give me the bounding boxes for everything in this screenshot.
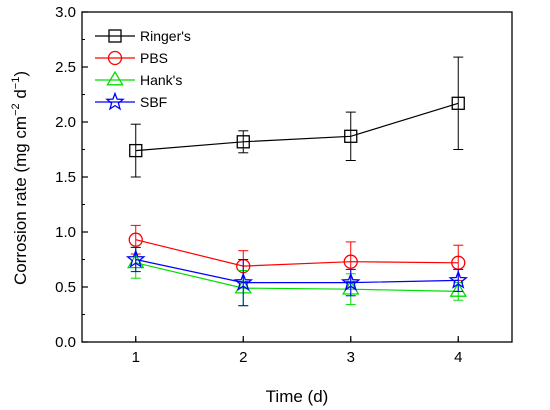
y-tick-label: 2.0 [55,114,76,131]
x-tick-label: 3 [347,349,355,366]
y-tick-label: 3.0 [55,4,76,21]
series-sbf [125,246,469,307]
series-line [135,239,459,267]
y-tick-label: 2.5 [55,59,76,76]
x-tick-label: 1 [132,349,140,366]
legend-marker [108,29,122,43]
data-point [128,232,143,247]
series-line [135,258,459,284]
data-point [129,143,143,158]
x-tick-label: 2 [239,349,247,366]
plot-series [125,56,469,307]
legend-label: Ringer's [140,28,191,44]
y-tick-label: 1.5 [55,169,76,186]
series-line [135,262,459,292]
data-point [125,249,146,268]
data-point [343,254,358,269]
data-point [448,270,469,289]
legend-label: Hank's [140,72,182,88]
data-point [233,272,254,291]
legend-marker [106,70,124,86]
series-line [135,102,459,152]
data-point [449,282,467,297]
legend-entry: SBF [95,91,167,111]
y-tick-label: 1.0 [55,224,76,241]
x-tick-label: 4 [454,349,462,366]
axes: 0.0 0.5 1.0 1.5 2.0 2.5 3.0 1 2 3 4 [55,4,513,366]
data-point [236,135,250,149]
legend-entry: Hank's [95,70,182,88]
y-axis-title: Corrosion rate (mg cm−2 d−1) [10,71,30,285]
y-tick-label: 0.0 [55,334,76,351]
legend-marker [105,91,125,111]
legend-label: PBS [140,50,168,66]
y-tick-label: 0.5 [55,279,76,296]
legend-entry: PBS [95,50,168,66]
legend: Ringer's PBS Hank's SBF [95,28,191,111]
x-axis-title: Time (d) [266,387,329,406]
data-point [340,272,361,291]
data-point [451,96,465,110]
series-ringer-s [129,56,465,178]
legend-marker [107,50,123,66]
data-point [344,129,358,143]
series-hank-s [127,246,467,307]
legend-entry: Ringer's [95,28,191,44]
legend-label: SBF [140,94,167,110]
